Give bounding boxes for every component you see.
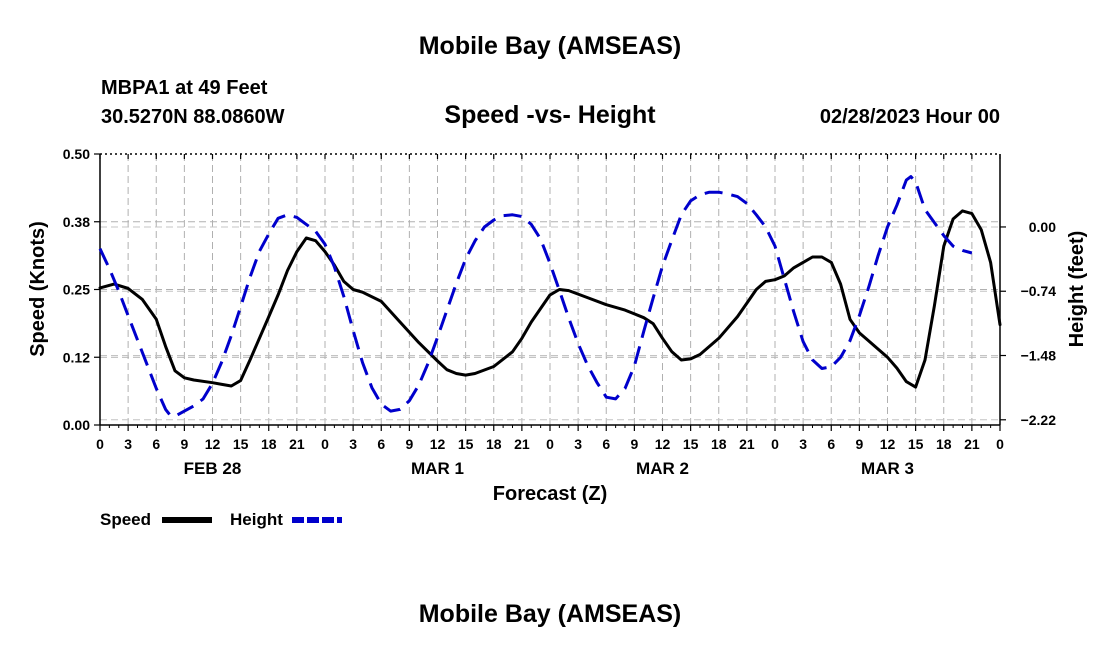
y-right-tick-label: −2.22 xyxy=(1021,412,1057,428)
x-tick-label: 9 xyxy=(630,436,638,452)
x-tick-label: 0 xyxy=(996,436,1004,452)
speed-series-line xyxy=(98,209,1002,389)
x-tick-label: 21 xyxy=(514,436,530,452)
x-tick-label: 6 xyxy=(602,436,610,452)
y-right-tick-label: −0.74 xyxy=(1021,283,1057,299)
x-tick-label: 15 xyxy=(233,436,249,452)
x-tick-label: 3 xyxy=(124,436,132,452)
date-label: MAR 2 xyxy=(636,459,689,478)
x-tick-label: 18 xyxy=(486,436,502,452)
x-tick-label: 6 xyxy=(827,436,835,452)
forecast-run-label: 02/28/2023 Hour 00 xyxy=(819,106,1000,128)
station-label: MBPA1 at 49 Feet xyxy=(101,77,268,99)
station-coordinates: 30.5270N 88.0860W xyxy=(101,106,285,128)
date-label: MAR 3 xyxy=(861,459,914,478)
x-tick-label: 0 xyxy=(321,436,329,452)
y-left-tick-label: 0.25 xyxy=(63,282,90,298)
x-tick-label: 18 xyxy=(261,436,277,452)
x-tick-label: 15 xyxy=(908,436,924,452)
chart-subtitle: Speed -vs- Height xyxy=(444,101,656,129)
y-left-tick-label: 0.00 xyxy=(63,417,90,433)
x-tick-label: 18 xyxy=(711,436,727,452)
y-left-tick-label: 0.12 xyxy=(63,349,90,365)
x-tick-label: 12 xyxy=(880,436,896,452)
y-left-tick-label: 0.38 xyxy=(63,214,90,230)
x-tick-label: 21 xyxy=(964,436,980,452)
x-tick-label: 6 xyxy=(152,436,160,452)
height-series-line xyxy=(98,175,973,418)
x-tick-label: 3 xyxy=(574,436,582,452)
x-tick-label: 0 xyxy=(96,436,104,452)
y-right-axis-title: Height (feet) xyxy=(1066,231,1088,348)
date-label: FEB 28 xyxy=(184,459,242,478)
x-tick-label: 9 xyxy=(180,436,188,452)
x-tick-label: 12 xyxy=(655,436,671,452)
x-tick-label: 9 xyxy=(855,436,863,452)
x-tick-label: 12 xyxy=(205,436,221,452)
x-axis-title: Forecast (Z) xyxy=(493,483,607,505)
y-left-tick-label: 0.50 xyxy=(63,146,90,162)
x-tick-label: 21 xyxy=(739,436,755,452)
x-tick-label: 18 xyxy=(936,436,952,452)
y-left-axis-title: Speed (Knots) xyxy=(27,221,49,357)
chart-main-title: Mobile Bay (AMSEAS) xyxy=(418,32,682,60)
x-tick-label: 0 xyxy=(546,436,554,452)
x-tick-label: 12 xyxy=(430,436,446,452)
legend-label-speed: Speed xyxy=(100,510,151,529)
x-tick-label: 9 xyxy=(405,436,413,452)
bottom-chart-title: Mobile Bay (AMSEAS) xyxy=(418,600,682,628)
x-tick-label: 15 xyxy=(683,436,699,452)
x-tick-label: 0 xyxy=(771,436,779,452)
x-tick-label: 6 xyxy=(377,436,385,452)
y-right-tick-label: 0.00 xyxy=(1029,219,1056,235)
legend-label-height: Height xyxy=(230,510,283,529)
date-label: MAR 1 xyxy=(411,459,464,478)
x-tick-label: 3 xyxy=(349,436,357,452)
x-tick-label: 15 xyxy=(458,436,474,452)
y-right-tick-label: −1.48 xyxy=(1021,348,1057,364)
x-tick-label: 21 xyxy=(289,436,305,452)
x-tick-label: 3 xyxy=(799,436,807,452)
